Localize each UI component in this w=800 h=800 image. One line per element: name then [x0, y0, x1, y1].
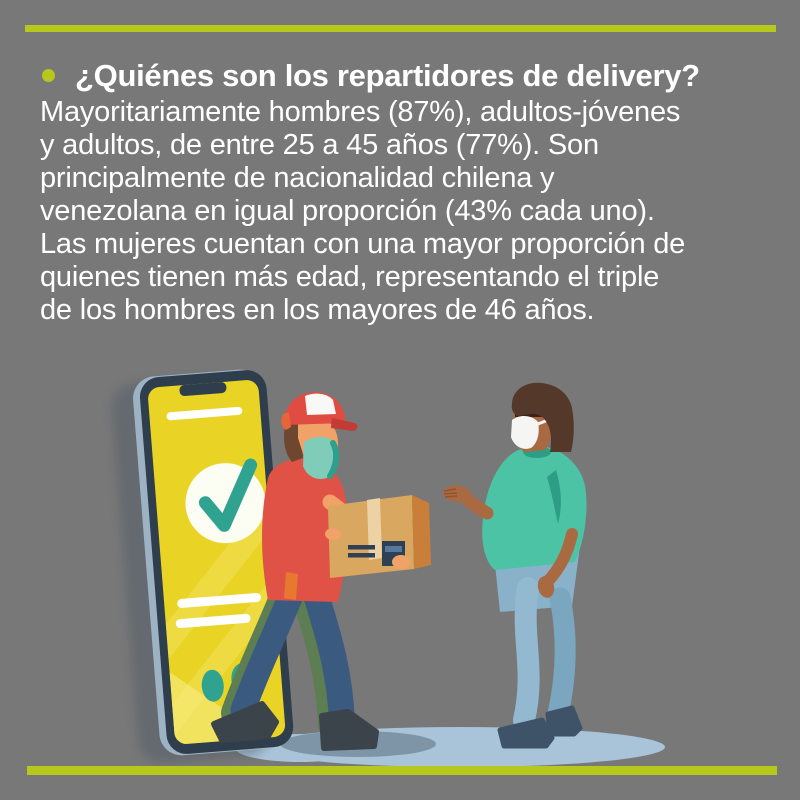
- delivery-man-shirt: [262, 457, 348, 602]
- top-accent-line: [25, 25, 776, 32]
- body-text-line: Las mujeres cuentan con una mayor propor…: [40, 228, 686, 260]
- bottom-accent-line: [27, 766, 777, 775]
- ground-shadow: [235, 727, 665, 767]
- body-text-line: venezolana en igual proporción (43% cada…: [40, 195, 655, 227]
- face-mask: [303, 436, 339, 479]
- body-text-line: Mayoritariamente hombres (87%), adultos-…: [40, 96, 681, 128]
- bullet-dot-icon: [42, 69, 55, 82]
- box-tape: [367, 498, 382, 560]
- face-mask: [511, 416, 539, 449]
- question-heading-text: ¿Quiénes son los repartidores de deliver…: [75, 58, 700, 93]
- body-text-line: y adultos, de entre 25 a 45 años (77%). …: [40, 129, 599, 161]
- question-heading: ¿Quiénes son los repartidores de deliver…: [40, 56, 770, 96]
- screen-text-bar: [177, 593, 261, 608]
- checkmark-icon: [198, 458, 258, 532]
- woman-hair: [511, 382, 574, 452]
- screen-text-bar: [175, 613, 251, 629]
- package-box: [325, 495, 431, 578]
- screen-top-bar: [166, 406, 243, 421]
- answer-paragraph: Mayoritariamente hombres (87%), adultos-…: [40, 96, 770, 327]
- body-text-line: quienes tienen más edad, representando e…: [40, 261, 660, 293]
- body-text-line: principalmente de nacionalidad chilena y: [40, 162, 555, 194]
- phone-notch: [179, 382, 227, 397]
- screen-dot: [201, 669, 224, 702]
- body-text-line: de los hombres en los mayores de 46 años…: [40, 294, 595, 326]
- customer-woman-illustration: [443, 382, 587, 749]
- card-text-block: ¿Quiénes son los repartidores de deliver…: [40, 56, 770, 327]
